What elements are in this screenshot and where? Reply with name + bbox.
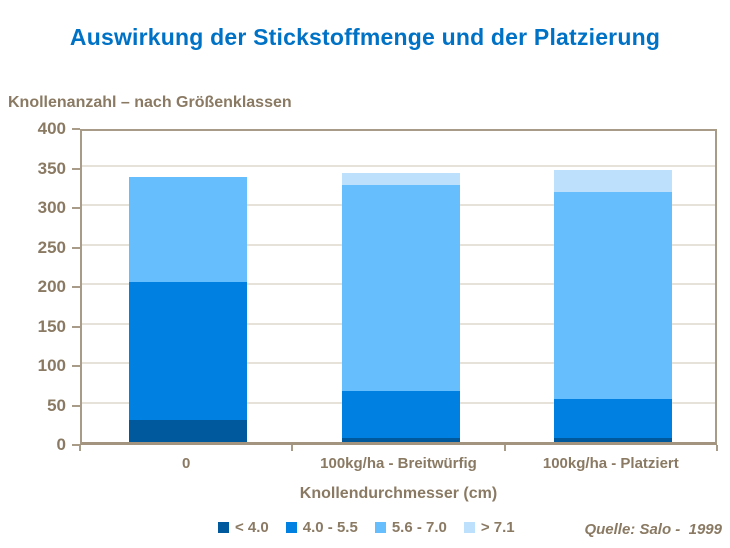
bar-segment: [341, 438, 460, 442]
gridline: [82, 164, 715, 167]
legend-item: > 7.1: [463, 519, 515, 536]
bar-segment: [341, 185, 460, 391]
y-axis-tick: [72, 325, 80, 328]
y-axis-title: Knollenanzahl – nach Größenklassen: [8, 94, 292, 111]
x-axis-tick: [79, 445, 81, 451]
x-axis-category-label: 100kg/ha - Platziert: [542, 455, 679, 472]
y-axis-tick: [72, 167, 80, 170]
y-axis-tick: [72, 404, 80, 407]
x-axis-category-label: 0: [181, 455, 191, 472]
y-axis-tick: [72, 365, 80, 367]
y-axis-tick-label: 400: [37, 119, 66, 138]
plot-area: [80, 129, 717, 445]
bar-segment: [129, 419, 248, 442]
stacked-bar: [341, 172, 460, 442]
y-axis-tick-label: 150: [37, 316, 66, 336]
legend-swatch-icon: [374, 522, 386, 533]
bar-segment: [553, 192, 672, 400]
x-axis-category-label: 100kg/ha - Breitwürfig: [320, 455, 477, 472]
y-axis-tick-label: 100: [37, 356, 66, 375]
y-axis-tick-label: 200: [37, 277, 66, 296]
y-axis-tick: [72, 128, 80, 130]
bar-segment: [553, 399, 672, 439]
bar-segment: [129, 176, 248, 282]
x-axis-tick: [716, 445, 718, 451]
bar-segment: [553, 170, 672, 193]
y-axis-tick-label: 300: [37, 198, 66, 217]
legend-label: < 4.0: [235, 519, 269, 536]
y-axis-tick-label: 350: [37, 158, 66, 178]
legend-label: 4.0 - 5.5: [302, 519, 358, 536]
y-axis-tick-label: 0: [56, 435, 66, 454]
y-axis-tick: [72, 286, 80, 288]
bar-segment: [341, 172, 460, 186]
bar-segment: [553, 438, 672, 442]
legend-label: > 7.1: [480, 519, 515, 536]
source-citation: Quelle: Salo - 1999: [584, 521, 722, 538]
x-axis-tick: [503, 445, 506, 451]
legend-swatch-icon: [218, 522, 229, 533]
bar-segment: [341, 390, 460, 439]
y-axis-tick-label: 50: [47, 395, 66, 415]
legend-swatch-icon: [285, 522, 297, 533]
legend-item: 4.0 - 5.5: [285, 519, 358, 536]
y-axis-tick: [72, 246, 80, 249]
x-axis-tick: [291, 445, 294, 451]
legend-label: 5.6 - 7.0: [391, 519, 447, 536]
bar-segment: [129, 281, 248, 420]
legend-item: 5.6 - 7.0: [374, 519, 447, 536]
x-axis-label: Knollendurchmesser (cm): [299, 485, 498, 502]
stacked-bar: [553, 170, 672, 442]
legend-item: < 4.0: [218, 519, 269, 536]
chart-title: Auswirkung der Stickstoffmenge und der P…: [69, 24, 661, 50]
y-axis-tick: [72, 444, 80, 446]
legend-swatch-icon: [463, 522, 475, 533]
y-axis-tick-label: 250: [37, 237, 66, 257]
stacked-bar: [129, 176, 248, 442]
y-axis-tick: [72, 207, 80, 209]
legend: < 4.0 4.0 - 5.5 5.6 - 7.0 > 7.1: [218, 519, 515, 536]
